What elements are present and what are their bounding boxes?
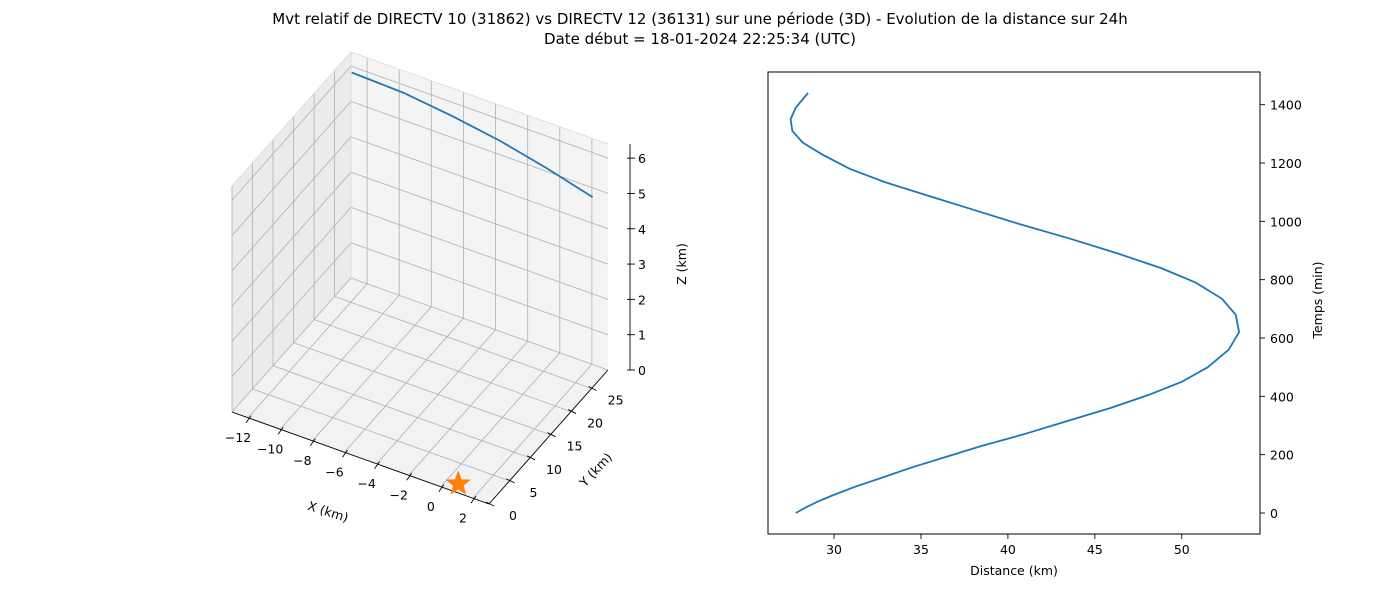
y-tick-mark bbox=[506, 478, 515, 484]
x-tick-label: 2 bbox=[459, 510, 467, 525]
x-tick-label: 45 bbox=[1087, 542, 1103, 557]
x-tick-label: −2 bbox=[389, 487, 407, 502]
x-tick-mark bbox=[309, 438, 316, 447]
x-axis-label: Distance (km) bbox=[970, 563, 1058, 578]
y-tick-label: 400 bbox=[1270, 389, 1294, 404]
y-tick-label: 0 bbox=[509, 508, 517, 523]
z-tick-label: 2 bbox=[638, 292, 646, 307]
x-tick-mark bbox=[245, 415, 252, 424]
y-tick-mark bbox=[526, 455, 536, 461]
x-tick-mark bbox=[277, 426, 284, 435]
y-tick-label: 1400 bbox=[1270, 98, 1302, 113]
y-tick-label: 20 bbox=[587, 416, 603, 431]
x-tick-label: −6 bbox=[325, 464, 343, 479]
series-line-distance-0 bbox=[789, 92, 1240, 514]
z-tick-label: 4 bbox=[638, 222, 646, 237]
x-tick-mark bbox=[406, 472, 413, 481]
pane-left-wall bbox=[232, 52, 351, 412]
pane-floor bbox=[232, 278, 608, 504]
z-tick-label: 6 bbox=[638, 151, 646, 166]
x-tick-label: −8 bbox=[293, 453, 311, 468]
x-tick-label: 35 bbox=[913, 542, 929, 557]
y-tick-mark bbox=[588, 386, 597, 391]
z-tick-label: 5 bbox=[638, 186, 646, 201]
x-tick-mark bbox=[470, 495, 477, 504]
y-tick-mark bbox=[547, 432, 556, 438]
x-tick-mark bbox=[374, 461, 380, 470]
series-line-3d-0 bbox=[351, 71, 594, 198]
x-tick-label: −10 bbox=[257, 441, 283, 456]
x-axis-line bbox=[231, 411, 490, 505]
chart-title-line-1: Mvt relatif de DIRECTV 10 (31862) vs DIR… bbox=[272, 10, 1128, 28]
x-tick-mark bbox=[342, 449, 348, 458]
x-tick-label: 0 bbox=[427, 499, 435, 514]
chart-title-line-2: Date début = 18-01-2024 22:25:34 (UTC) bbox=[544, 30, 856, 48]
y-tick-label: 800 bbox=[1270, 273, 1294, 288]
y-tick-label: 10 bbox=[546, 462, 562, 477]
y-axis-label: Temps (min) bbox=[1310, 261, 1325, 339]
y-tick-label: 15 bbox=[567, 439, 583, 454]
x-tick-label: 40 bbox=[1000, 542, 1016, 557]
x-tick-label: 50 bbox=[1174, 542, 1190, 557]
plot-frame bbox=[767, 71, 1261, 535]
x-tick-label: −4 bbox=[357, 476, 375, 491]
z-tick-label: 3 bbox=[638, 257, 646, 272]
z-tick-label: 1 bbox=[638, 328, 646, 343]
y-tick-label: 25 bbox=[608, 392, 624, 407]
y-tick-label: 0 bbox=[1270, 506, 1278, 521]
y-tick-label: 5 bbox=[530, 485, 538, 500]
y-axis-line bbox=[488, 369, 609, 505]
y-tick-mark bbox=[567, 409, 577, 414]
x-tick-mark bbox=[438, 484, 445, 493]
y-tick-mark bbox=[485, 501, 495, 507]
y-tick-label: 1200 bbox=[1270, 156, 1302, 171]
z-tick-label: 0 bbox=[638, 363, 646, 378]
x-tick-label: −12 bbox=[225, 430, 251, 445]
y-tick-label: 200 bbox=[1270, 448, 1294, 463]
pane-back-wall bbox=[351, 52, 608, 370]
y-tick-label: 1000 bbox=[1270, 214, 1302, 229]
origin-star-marker bbox=[445, 470, 471, 495]
z-axis-label: Z (km) bbox=[674, 243, 689, 285]
y-tick-label: 600 bbox=[1270, 331, 1294, 346]
x-tick-label: 30 bbox=[826, 542, 842, 557]
